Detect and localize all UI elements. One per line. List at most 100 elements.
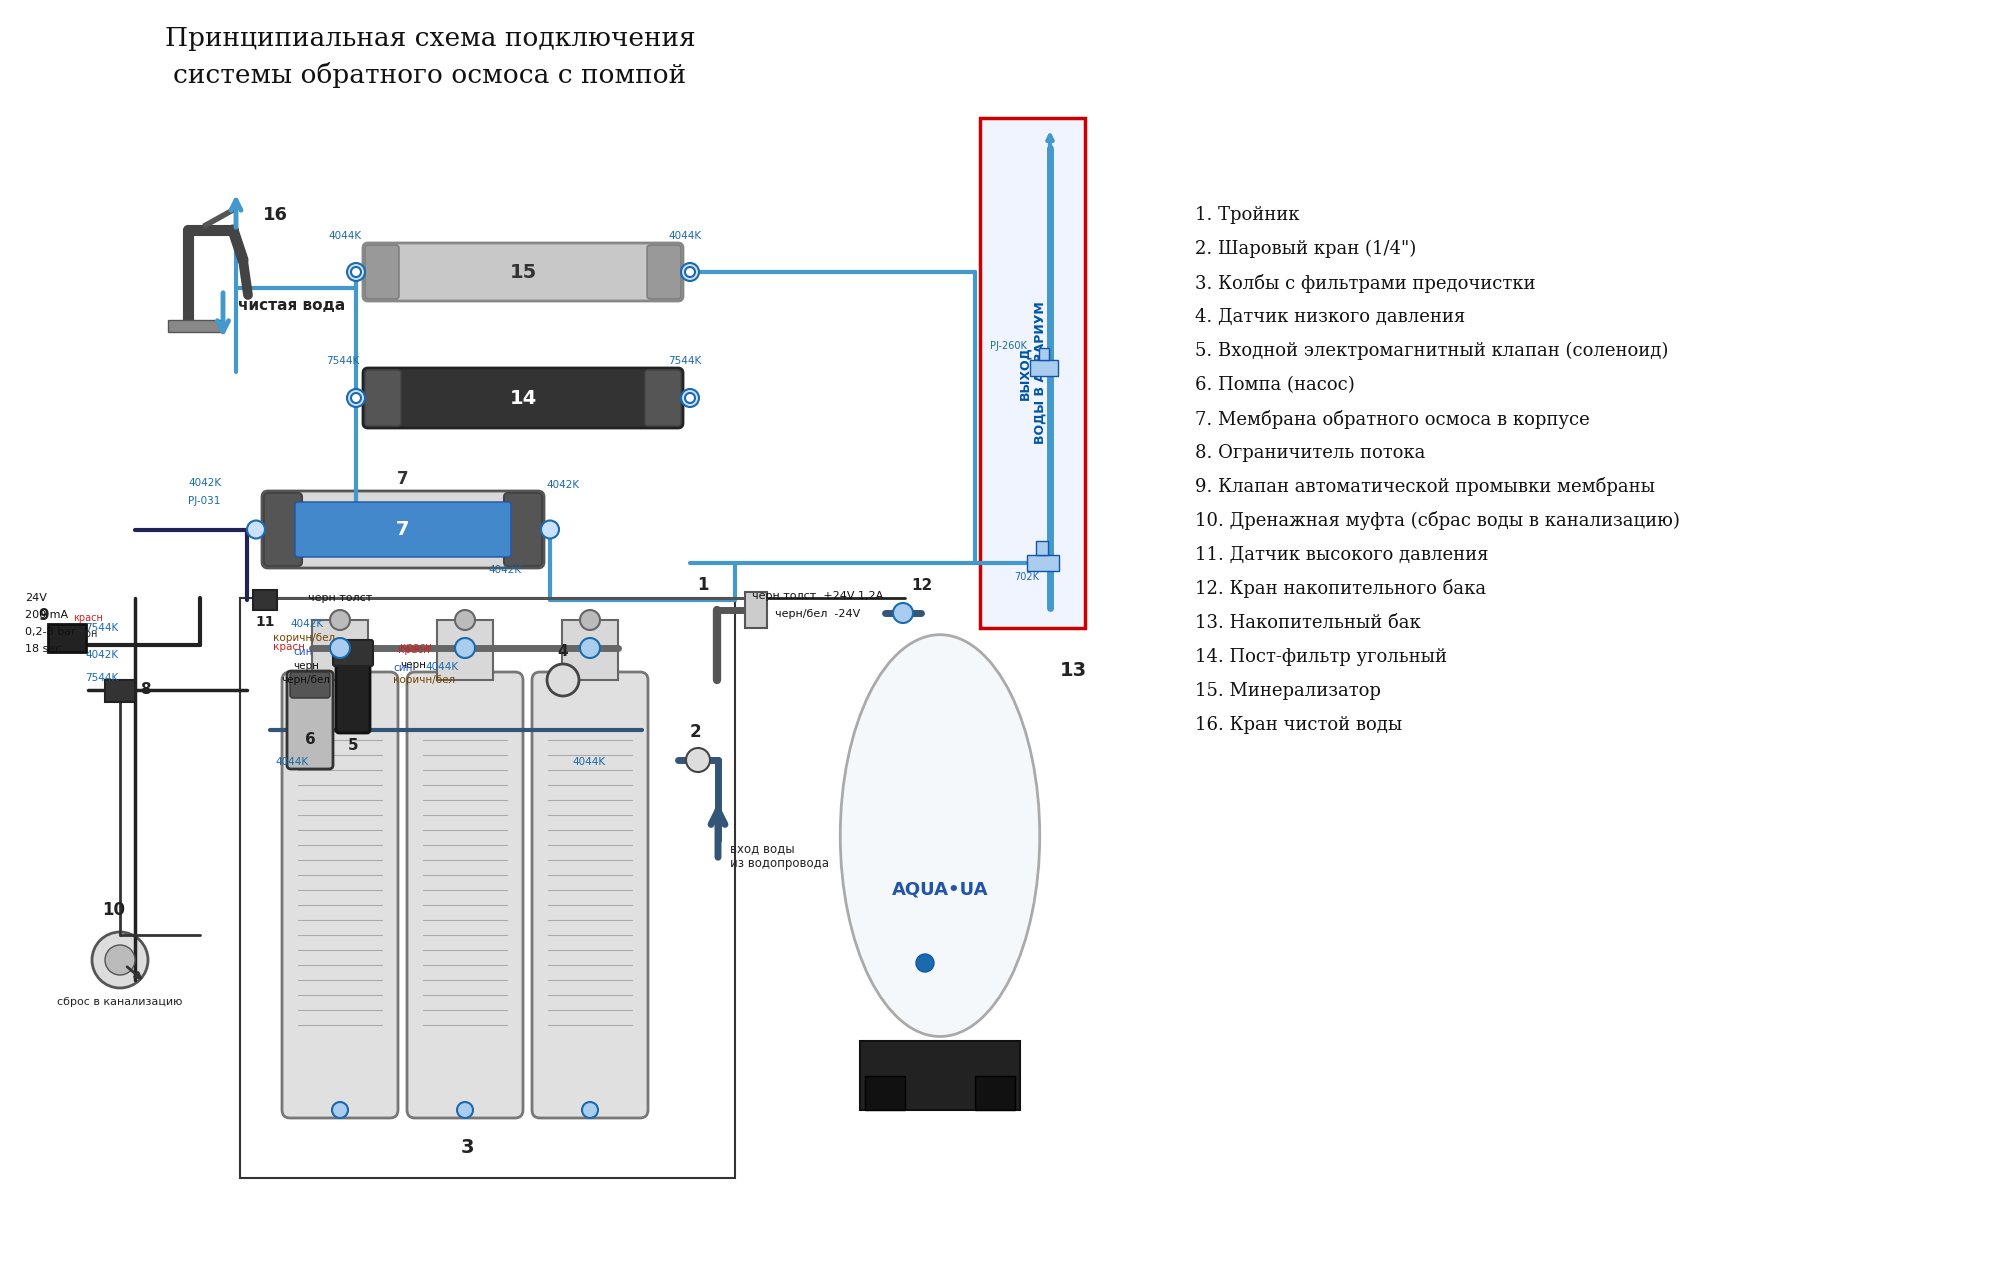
FancyBboxPatch shape	[646, 245, 680, 300]
Text: 5. Входной электромагнитный клапан (соленоид): 5. Входной электромагнитный клапан (соле…	[1194, 341, 1668, 360]
Text: черн: черн	[399, 660, 425, 670]
Text: чистая вода: чистая вода	[239, 297, 345, 312]
FancyBboxPatch shape	[1038, 348, 1048, 360]
Text: 9. Клапан автоматической промывки мембраны: 9. Клапан автоматической промывки мембра…	[1194, 478, 1654, 497]
FancyBboxPatch shape	[261, 490, 544, 568]
Text: черн: черн	[293, 661, 319, 671]
Text: черн толст  +24V 1,2A: черн толст +24V 1,2A	[753, 592, 883, 600]
Text: 6. Помпа (насос): 6. Помпа (насос)	[1194, 375, 1355, 394]
Text: 4. Датчик низкого давления: 4. Датчик низкого давления	[1194, 308, 1465, 326]
Text: 16. Кран чистой воды: 16. Кран чистой воды	[1194, 715, 1401, 734]
Text: красн: красн	[397, 645, 429, 655]
Text: 4042K: 4042K	[488, 565, 522, 575]
Circle shape	[915, 954, 933, 972]
Text: 8. Ограничитель потока: 8. Ограничитель потока	[1194, 444, 1425, 463]
FancyBboxPatch shape	[975, 1076, 1014, 1110]
Text: 14: 14	[510, 388, 536, 407]
Text: син: син	[393, 664, 411, 672]
FancyBboxPatch shape	[532, 672, 648, 1117]
Text: 7544K: 7544K	[325, 356, 359, 367]
Text: 10. Дренажная муфта (сбрас воды в канализацию): 10. Дренажная муфта (сбрас воды в канали…	[1194, 512, 1680, 531]
Text: 7544K: 7544K	[84, 672, 118, 683]
Text: 4042K: 4042K	[546, 480, 578, 490]
Text: 6: 6	[305, 733, 315, 747]
FancyBboxPatch shape	[311, 621, 367, 680]
Text: 14. Пост-фильтр угольный: 14. Пост-фильтр угольный	[1194, 648, 1447, 666]
Circle shape	[347, 263, 365, 281]
FancyBboxPatch shape	[979, 118, 1084, 628]
Text: 7. Мембрана обратного осмоса в корпусе: 7. Мембрана обратного осмоса в корпусе	[1194, 410, 1590, 428]
Text: 7544K: 7544K	[84, 623, 118, 633]
FancyBboxPatch shape	[504, 493, 542, 566]
Text: 7: 7	[395, 520, 409, 538]
Text: красн: красн	[72, 613, 102, 623]
Circle shape	[458, 1102, 474, 1117]
Text: 3: 3	[460, 1139, 474, 1158]
FancyBboxPatch shape	[865, 1076, 905, 1110]
Text: 4044K: 4044K	[275, 757, 307, 767]
Text: коричн/бел: коричн/бел	[393, 675, 456, 685]
FancyBboxPatch shape	[562, 621, 618, 680]
Circle shape	[92, 932, 149, 988]
FancyBboxPatch shape	[335, 657, 369, 733]
Text: Принципиальная схема подключения: Принципиальная схема подключения	[165, 25, 694, 51]
Circle shape	[331, 1102, 347, 1117]
FancyBboxPatch shape	[438, 621, 494, 680]
Circle shape	[351, 267, 361, 277]
FancyBboxPatch shape	[48, 624, 86, 652]
Text: 4044K: 4044K	[425, 662, 458, 672]
Text: 702K: 702K	[1014, 573, 1040, 581]
Text: коричн/бел: коричн/бел	[273, 633, 335, 643]
FancyBboxPatch shape	[859, 1042, 1020, 1110]
Text: 13. Накопительный бак: 13. Накопительный бак	[1194, 614, 1421, 632]
Circle shape	[546, 664, 578, 696]
Text: черн/бел: черн/бел	[281, 675, 329, 685]
FancyBboxPatch shape	[1030, 360, 1058, 375]
Circle shape	[680, 263, 698, 281]
Text: 4: 4	[558, 645, 568, 660]
Circle shape	[680, 389, 698, 407]
Text: сброс в канализацию: сброс в канализацию	[58, 997, 183, 1007]
Text: 7: 7	[397, 470, 409, 488]
Text: 15: 15	[510, 263, 536, 282]
Text: ВЫХОД
ВОДЫ В АКВАРИУМ: ВЫХОД ВОДЫ В АКВАРИУМ	[1018, 302, 1046, 445]
Text: 5: 5	[347, 737, 357, 752]
Text: красн: красн	[273, 642, 305, 652]
Circle shape	[893, 603, 913, 623]
Text: 200 mA: 200 mA	[24, 611, 68, 621]
Text: 4044K: 4044K	[668, 231, 700, 241]
FancyBboxPatch shape	[287, 671, 333, 769]
FancyBboxPatch shape	[363, 368, 682, 428]
Circle shape	[684, 267, 694, 277]
Text: 13: 13	[1060, 661, 1086, 680]
Text: 16: 16	[263, 206, 287, 224]
FancyBboxPatch shape	[263, 493, 301, 566]
Circle shape	[456, 638, 476, 659]
Circle shape	[456, 611, 476, 629]
FancyBboxPatch shape	[289, 672, 329, 698]
FancyBboxPatch shape	[365, 370, 401, 426]
Text: черн: черн	[72, 629, 96, 640]
Text: черн/бел  -24V: черн/бел -24V	[775, 609, 859, 619]
Circle shape	[580, 611, 600, 629]
FancyBboxPatch shape	[407, 672, 522, 1117]
Text: 12. Кран накопительного бака: 12. Кран накопительного бака	[1194, 579, 1485, 598]
Text: 9: 9	[38, 608, 48, 623]
Circle shape	[347, 389, 365, 407]
Text: син: син	[293, 647, 313, 657]
Text: черн толст: черн толст	[307, 593, 371, 603]
FancyBboxPatch shape	[281, 672, 397, 1117]
Text: 4042K: 4042K	[289, 619, 323, 629]
Text: 4044K: 4044K	[327, 231, 361, 241]
FancyBboxPatch shape	[365, 245, 399, 300]
FancyBboxPatch shape	[169, 320, 223, 332]
Text: системы обратного осмоса с помпой: системы обратного осмоса с помпой	[173, 62, 686, 88]
Text: 11. Датчик высокого давления: 11. Датчик высокого давления	[1194, 546, 1487, 564]
Text: 2. Шаровый кран (1/4"): 2. Шаровый кран (1/4")	[1194, 240, 1415, 258]
Text: 1. Тройник: 1. Тройник	[1194, 206, 1299, 224]
Ellipse shape	[839, 635, 1040, 1036]
Text: 4042K: 4042K	[189, 478, 221, 488]
Circle shape	[580, 638, 600, 659]
Text: 0,2-8 bar: 0,2-8 bar	[24, 627, 76, 637]
Text: PJ-031: PJ-031	[189, 495, 221, 506]
